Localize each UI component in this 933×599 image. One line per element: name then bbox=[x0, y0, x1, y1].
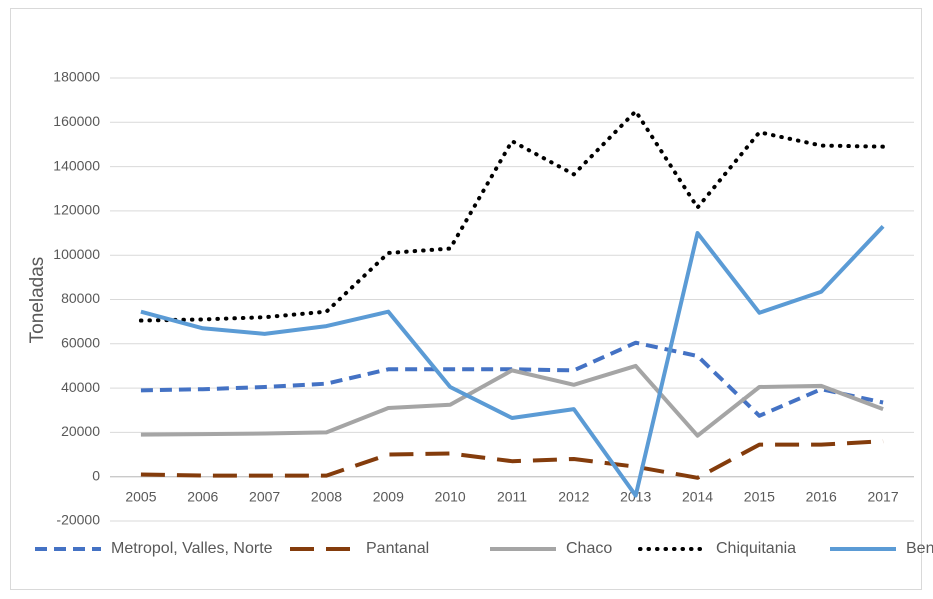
y-tick-label: 120000 bbox=[53, 202, 100, 218]
legend-label: Chiquitania bbox=[716, 540, 796, 557]
y-tick-label: 60000 bbox=[61, 335, 100, 351]
series-line bbox=[138, 109, 886, 323]
y-tick-label: 180000 bbox=[53, 69, 100, 85]
series-line bbox=[140, 225, 885, 498]
x-tick-label: 2016 bbox=[806, 488, 837, 504]
legend-label: Chaco bbox=[566, 540, 612, 557]
x-tick-label: 2017 bbox=[867, 488, 898, 504]
x-tick-label: 2005 bbox=[125, 488, 156, 504]
x-tick-label: 2011 bbox=[497, 488, 527, 504]
y-tick-label: 40000 bbox=[61, 379, 100, 395]
x-tick-label: 2006 bbox=[187, 488, 218, 504]
series-line bbox=[140, 439, 884, 480]
y-tick-label: 100000 bbox=[53, 246, 100, 262]
series-line bbox=[140, 363, 884, 438]
x-tick-label: 2010 bbox=[435, 488, 466, 504]
x-tick-label: 2007 bbox=[249, 488, 280, 504]
y-tick-label: 160000 bbox=[53, 113, 100, 129]
x-tick-label: 2009 bbox=[373, 488, 404, 504]
y-axis-label: Toneladas bbox=[27, 257, 48, 344]
y-tick-label: 80000 bbox=[61, 290, 100, 306]
legend-label: Metropol, Valles, Norte bbox=[111, 540, 273, 557]
y-tick-label: 20000 bbox=[61, 423, 100, 439]
y-tick-label: -20000 bbox=[56, 512, 100, 528]
x-tick-label: 2015 bbox=[744, 488, 775, 504]
legend-label: Ben bbox=[906, 540, 933, 557]
y-tick-label: 0 bbox=[92, 467, 100, 483]
x-tick-label: 2008 bbox=[311, 488, 342, 504]
y-tick-label: 140000 bbox=[53, 157, 100, 173]
legend-label: Pantanal bbox=[366, 540, 429, 557]
x-tick-label: 2014 bbox=[682, 488, 713, 504]
x-tick-label: 2012 bbox=[558, 488, 589, 504]
